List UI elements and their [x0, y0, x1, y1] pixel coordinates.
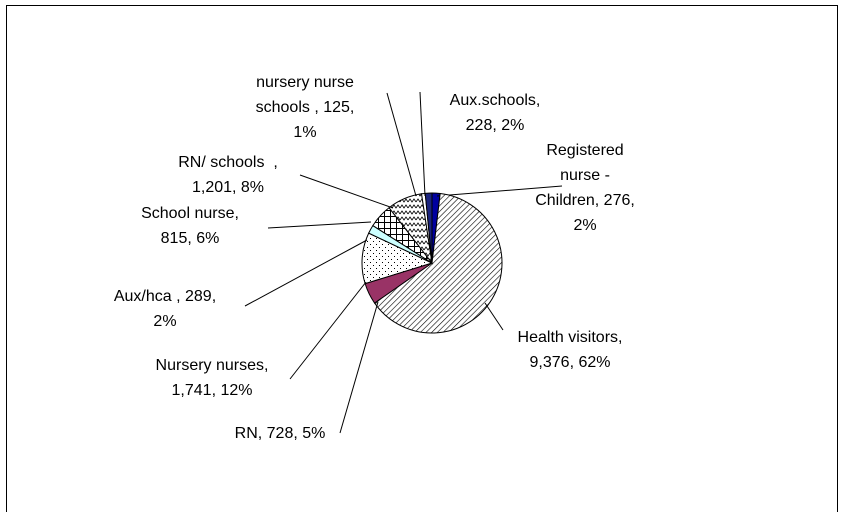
leader-line: [299, 174, 394, 209]
data-label: Aux/hca , 289, 2%: [113, 288, 217, 330]
leader-line: [386, 92, 417, 197]
data-label: Registered nurse - Children, 276, 2%: [535, 142, 635, 234]
data-label: RN, 728, 5%: [234, 425, 326, 442]
leader-line: [419, 91, 426, 197]
leader-line: [484, 302, 504, 331]
leader-line: [289, 281, 367, 380]
leader-line: [244, 239, 368, 307]
leader-line: [339, 301, 379, 434]
data-label: School nurse, 815, 6%: [141, 205, 239, 247]
data-label: RN/ schools , 1,201, 8%: [178, 154, 278, 196]
data-label: nursery nurse schools , 125, 1%: [255, 74, 355, 141]
pie-slice: [373, 192, 503, 334]
data-label: Nursery nurses, 1,741, 12%: [155, 357, 269, 399]
data-label: Health visitors, 9,376, 62%: [517, 329, 623, 371]
data-label: Aux.schools, 228, 2%: [449, 92, 541, 134]
leader-line: [436, 185, 563, 197]
chart-border: [6, 5, 838, 512]
leader-line: [267, 221, 372, 229]
